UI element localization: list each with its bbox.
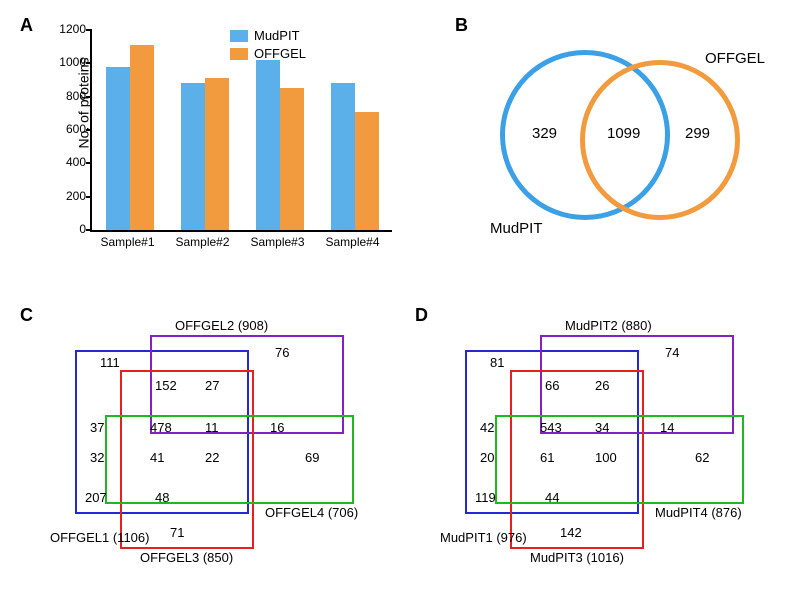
rect-venn-region-count: 22 [205,450,219,465]
legend-swatch-mudpit [230,30,248,42]
ytick-mark [86,96,92,98]
ytick-mark [86,196,92,198]
bar [280,88,304,230]
rect-venn-region-count: 62 [695,450,709,465]
rect-venn-region-count: 69 [305,450,319,465]
legend-offgel: OFFGEL [230,46,306,61]
rect-venn-set-label: OFFGEL3 (850) [140,550,233,565]
venn-only-offgel: 299 [685,125,710,142]
panel-label-a: A [20,15,33,36]
bar [181,83,205,230]
rect-venn-set-label: MudPIT2 (880) [565,318,652,333]
rect-venn-region-count: 61 [540,450,554,465]
rect-venn-region-count: 100 [595,450,617,465]
venn-label-offgel: OFFGEL [705,50,765,67]
ytick-label: 0 [36,222,86,236]
ytick-mark [86,29,92,31]
xtick-label: Sample#2 [168,235,238,249]
rect-venn-set-label: OFFGEL2 (908) [175,318,268,333]
rect-venn-region-count: 48 [155,490,169,505]
legend-mudpit: MudPIT [230,28,300,43]
rect-venn-set-label: OFFGEL4 (706) [265,505,358,520]
legend-swatch-offgel [230,48,248,60]
rect-venn-region-count: 42 [480,420,494,435]
bar [106,67,130,230]
panel-label-d: D [415,305,428,326]
rect-venn-region-count: 11 [205,420,219,435]
rect-venn-region-count: 76 [275,345,289,360]
venn-label-mudpit: MudPIT [490,220,543,237]
bar [130,45,154,230]
rect-venn-region-count: 20 [480,450,494,465]
rect-venn-region-count: 34 [595,420,609,435]
rect-venn-region-count: 37 [90,420,104,435]
rect-venn-region-count: 14 [660,420,674,435]
rect-venn-region-count: 119 [475,490,496,505]
rect-venn-d: 81 74 66 26 42 543 34 14 20 61 100 62 119 44 142 MudPIT… [445,330,765,570]
rect-venn-region-count: 41 [150,450,164,465]
rect-venn-region-count: 543 [540,420,562,435]
ytick-label: 600 [36,122,86,136]
rect-venn-set-label: OFFGEL1 (1106) [50,530,149,545]
panel-label-c: C [20,305,33,326]
rect-venn-region-count: 44 [545,490,559,505]
bar [205,78,229,230]
rect-venn-set-label: MudPIT3 (1016) [530,550,624,565]
ytick-label: 1000 [36,55,86,69]
bar [331,83,355,230]
rect-venn-set-label: MudPIT4 (876) [655,505,742,520]
ytick-label: 800 [36,89,86,103]
rect-venn-region-count: 71 [170,525,184,540]
rect-venn-region-count: 27 [205,378,219,393]
xtick-label: Sample#4 [318,235,388,249]
venn-diagram: 329 1099 299 MudPIT OFFGEL [490,40,750,240]
rect-venn-region-count: 16 [270,420,284,435]
rect-venn-region-count: 478 [150,420,172,435]
xtick-label: Sample#3 [243,235,313,249]
xtick-label: Sample#1 [93,235,163,249]
venn-intersection: 1099 [607,125,640,142]
rect-venn-region-count: 142 [560,525,582,540]
rect-venn-region-count: 111 [100,355,120,370]
panel-label-b: B [455,15,468,36]
rect-venn-region-count: 207 [85,490,107,505]
legend-label-mudpit: MudPIT [254,28,300,43]
ytick-mark [86,129,92,131]
bar [355,112,379,230]
rect-venn-region-count: 152 [155,378,177,393]
venn-circle-offgel [580,60,740,220]
rect-venn-region-count: 66 [545,378,559,393]
bar [256,60,280,230]
rect-venn-set-label: MudPIT1 (976) [440,530,527,545]
rect-venn-region-count: 32 [90,450,104,465]
venn-only-mudpit: 329 [532,125,557,142]
rect-venn-region-count: 74 [665,345,679,360]
ytick-mark [86,229,92,231]
ytick-label: 400 [36,155,86,169]
ytick-label: 200 [36,189,86,203]
ytick-mark [86,62,92,64]
rect-venn-region-count: 26 [595,378,609,393]
rect-venn-c: 111 76 152 27 37 478 11 16 32 41 22 69 207 48 71 OFFGEL… [55,330,375,570]
ytick-label: 1200 [36,22,86,36]
rect-venn-region-count: 81 [490,355,504,370]
legend-label-offgel: OFFGEL [254,46,306,61]
ytick-mark [86,162,92,164]
